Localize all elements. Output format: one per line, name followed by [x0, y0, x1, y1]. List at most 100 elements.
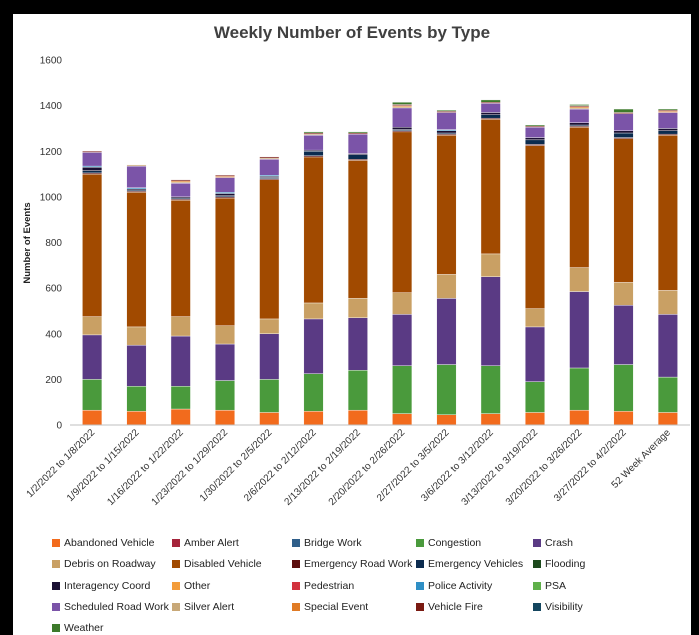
- legend-label: Debris on Roadway: [64, 558, 156, 571]
- bar-segment: [259, 412, 280, 426]
- bar-segment: [569, 409, 590, 426]
- bar-segment: [392, 413, 413, 426]
- bar-segment: [126, 192, 147, 328]
- bar-segment: [126, 326, 147, 346]
- bar-segment: [170, 316, 191, 337]
- bar-segment: [215, 177, 235, 193]
- legend-label: PSA: [545, 579, 567, 592]
- legend-swatch: [533, 581, 541, 590]
- bar-segment: [347, 154, 368, 160]
- bar-segment: [126, 386, 147, 412]
- bar-segment: [657, 290, 678, 315]
- bar-segment: [657, 376, 678, 413]
- legend-swatch: [172, 560, 180, 569]
- legend-label: Bridge Work: [304, 537, 362, 549]
- legend-label: Police Activity: [428, 579, 493, 592]
- bar-segment: [480, 99, 501, 103]
- bar-segment: [480, 253, 501, 277]
- legend-item: Flooding: [533, 558, 585, 570]
- legend-item: PSA: [533, 580, 566, 592]
- legend-swatch: [172, 602, 180, 611]
- legend-swatch: [292, 602, 300, 611]
- y-tick-label: 0: [56, 421, 62, 432]
- bar-segment: [392, 365, 413, 414]
- y-tick-label: 200: [45, 375, 62, 386]
- bar-segment: [569, 104, 590, 106]
- x-tick-label: 1/30/2022 to 2/5/2022: [198, 427, 275, 504]
- bar-segment: [613, 138, 634, 283]
- bar-segment: [613, 132, 634, 138]
- y-tick-label: 1400: [40, 101, 63, 112]
- legend-item: Crash: [533, 537, 573, 549]
- bar-segment: [569, 127, 590, 268]
- bar-segment: [525, 326, 545, 382]
- bar-segment: [525, 127, 545, 138]
- legend-label: Congestion: [428, 537, 482, 549]
- legend-item: Congestion: [416, 537, 481, 549]
- legend-swatch: [52, 581, 60, 590]
- bar-segment: [259, 179, 280, 320]
- legend-swatch: [416, 602, 424, 611]
- legend-label: Interagency Coord: [64, 579, 151, 592]
- bar-segment: [126, 344, 147, 387]
- x-tick-label: 3/20/2022 to 3/26/2022: [504, 427, 585, 508]
- legend-label: Abandoned Vehicle: [64, 537, 155, 549]
- x-tick-label: 2/13/2022 to 2/19/2022: [282, 427, 363, 508]
- bar-segment: [303, 135, 324, 151]
- bar-segment: [525, 412, 545, 426]
- x-tick-label: 1/9/2022 to 1/15/2022: [65, 427, 142, 504]
- bar-segment: [259, 379, 280, 413]
- bar-segment: [657, 412, 678, 426]
- bar-segment: [525, 139, 545, 145]
- legend-label: Emergency Road Work: [304, 558, 413, 571]
- legend-item: Amber Alert: [172, 537, 239, 549]
- legend-swatch: [172, 539, 180, 547]
- bar-segment: [569, 367, 590, 411]
- legend-label: Amber Alert: [184, 537, 239, 549]
- bar-segment: [215, 193, 235, 196]
- bar-segment: [82, 316, 103, 336]
- bar-segment: [170, 386, 191, 410]
- bar-segment: [613, 364, 634, 412]
- legend-item: Interagency Coord: [52, 580, 150, 592]
- legend-label: Silver Alert: [184, 600, 235, 613]
- bar-segment: [259, 156, 280, 159]
- bar-segment: [82, 152, 103, 167]
- bar-segment: [215, 343, 235, 381]
- x-tick-label: 2/6/2022 to 2/12/2022: [242, 427, 319, 504]
- y-tick-label: 1200: [40, 147, 63, 158]
- bar-segment: [657, 108, 678, 111]
- bar-segment: [347, 298, 368, 318]
- y-axis-label: Number of Events: [22, 202, 33, 283]
- bar-segment: [569, 291, 590, 369]
- bar-segment: [613, 411, 634, 426]
- bar-segment: [392, 292, 413, 315]
- bar-segment: [82, 379, 103, 411]
- legend-label: Flooding: [545, 558, 586, 571]
- legend-item: Pedestrian: [292, 580, 354, 592]
- bar-segment: [480, 112, 501, 115]
- legend-swatch: [292, 560, 300, 569]
- legend-label: Scheduled Road Work: [64, 600, 169, 613]
- bar-segment: [436, 298, 457, 365]
- legend-swatch: [416, 560, 424, 569]
- bar-segment: [126, 165, 147, 188]
- legend-item: Bridge Work: [292, 537, 362, 549]
- bar-segment: [392, 314, 413, 366]
- bar-segment: [613, 108, 634, 113]
- bar-segment: [259, 333, 280, 380]
- legend-item: Disabled Vehicle: [172, 558, 262, 570]
- bar-segment: [347, 409, 368, 426]
- bar-segment: [569, 108, 590, 123]
- legend-item: Silver Alert: [172, 601, 234, 613]
- legend-swatch: [172, 581, 180, 590]
- bar-segment: [525, 308, 545, 328]
- legend-swatch: [416, 581, 424, 590]
- bar-segment: [347, 133, 368, 154]
- legend-swatch: [533, 602, 541, 611]
- bar-segment: [170, 179, 191, 182]
- bar-segment: [657, 314, 678, 378]
- legend-item: Abandoned Vehicle: [52, 537, 155, 549]
- y-tick-label: 1000: [40, 192, 63, 203]
